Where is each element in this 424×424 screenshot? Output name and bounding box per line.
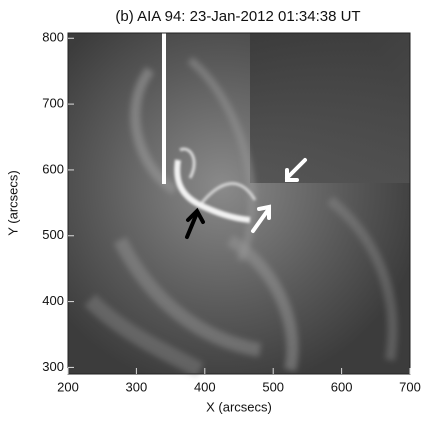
x-tick-label: 200 xyxy=(57,379,79,394)
y-tick-label: 300 xyxy=(42,359,64,374)
x-tick-label: 400 xyxy=(194,379,216,394)
x-tick-label: 600 xyxy=(331,379,353,394)
y-axis-label: Y (arcsecs) xyxy=(5,170,20,236)
y-tick-label: 600 xyxy=(42,161,64,176)
x-tick-label: 500 xyxy=(262,379,284,394)
x-tick-label: 300 xyxy=(126,379,148,394)
solar-image xyxy=(68,33,410,378)
x-tick-label: 700 xyxy=(399,379,421,394)
y-tick-label: 700 xyxy=(42,96,64,111)
plot-frame xyxy=(67,32,411,375)
y-tick-label: 800 xyxy=(42,30,64,45)
y-tick-label: 400 xyxy=(42,293,64,308)
x-axis-label: X (arcsecs) xyxy=(206,399,272,414)
chart-title: (b) AIA 94: 23-Jan-2012 01:34:38 UT xyxy=(115,8,360,25)
y-tick-label: 500 xyxy=(42,227,64,242)
